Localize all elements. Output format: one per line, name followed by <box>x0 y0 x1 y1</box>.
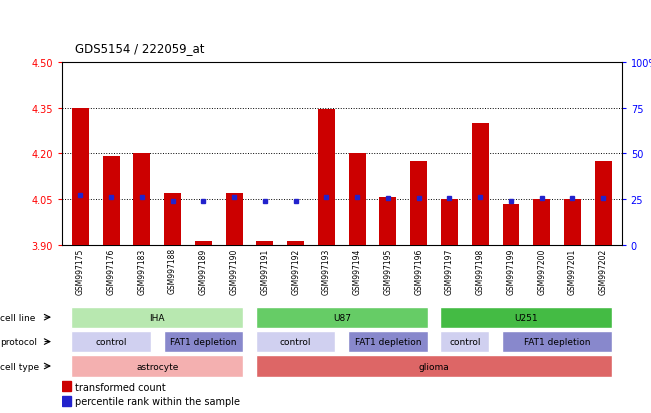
Text: cell line: cell line <box>0 313 35 322</box>
Text: control: control <box>449 337 480 346</box>
Bar <box>103 157 120 245</box>
Bar <box>71 331 151 352</box>
Bar <box>72 109 89 245</box>
Bar <box>256 356 613 377</box>
Text: GDS5154 / 222059_at: GDS5154 / 222059_at <box>75 42 204 55</box>
Bar <box>533 199 550 245</box>
Bar <box>71 307 243 328</box>
Bar <box>256 307 428 328</box>
Text: FAT1 depletion: FAT1 depletion <box>524 337 590 346</box>
Text: U251: U251 <box>514 313 538 322</box>
Text: cell type: cell type <box>0 362 39 370</box>
Bar <box>287 242 304 245</box>
Bar <box>71 356 243 377</box>
Bar <box>164 193 181 245</box>
Bar <box>380 198 396 245</box>
Bar <box>195 242 212 245</box>
Bar <box>318 110 335 245</box>
Bar <box>348 331 428 352</box>
Bar <box>226 193 243 245</box>
Text: FAT1 depletion: FAT1 depletion <box>170 337 236 346</box>
Bar <box>256 331 335 352</box>
Bar <box>163 331 243 352</box>
Bar <box>133 154 150 245</box>
Bar <box>62 396 71 406</box>
Bar <box>62 381 71 391</box>
Bar <box>441 199 458 245</box>
Text: protocol: protocol <box>0 337 37 346</box>
Text: astrocyte: astrocyte <box>136 362 178 370</box>
Bar <box>410 161 427 245</box>
Text: IHA: IHA <box>150 313 165 322</box>
Bar <box>349 154 366 245</box>
Bar <box>440 331 490 352</box>
Text: U87: U87 <box>333 313 351 322</box>
Text: FAT1 depletion: FAT1 depletion <box>355 337 421 346</box>
Text: glioma: glioma <box>419 362 449 370</box>
Bar <box>503 204 519 245</box>
Bar <box>502 331 613 352</box>
Text: transformed count: transformed count <box>76 382 166 392</box>
Text: control: control <box>280 337 311 346</box>
Bar <box>472 124 489 245</box>
Text: percentile rank within the sample: percentile rank within the sample <box>76 396 240 406</box>
Bar <box>256 242 273 245</box>
Bar <box>564 199 581 245</box>
Text: control: control <box>95 337 127 346</box>
Bar <box>440 307 613 328</box>
Bar <box>595 161 612 245</box>
